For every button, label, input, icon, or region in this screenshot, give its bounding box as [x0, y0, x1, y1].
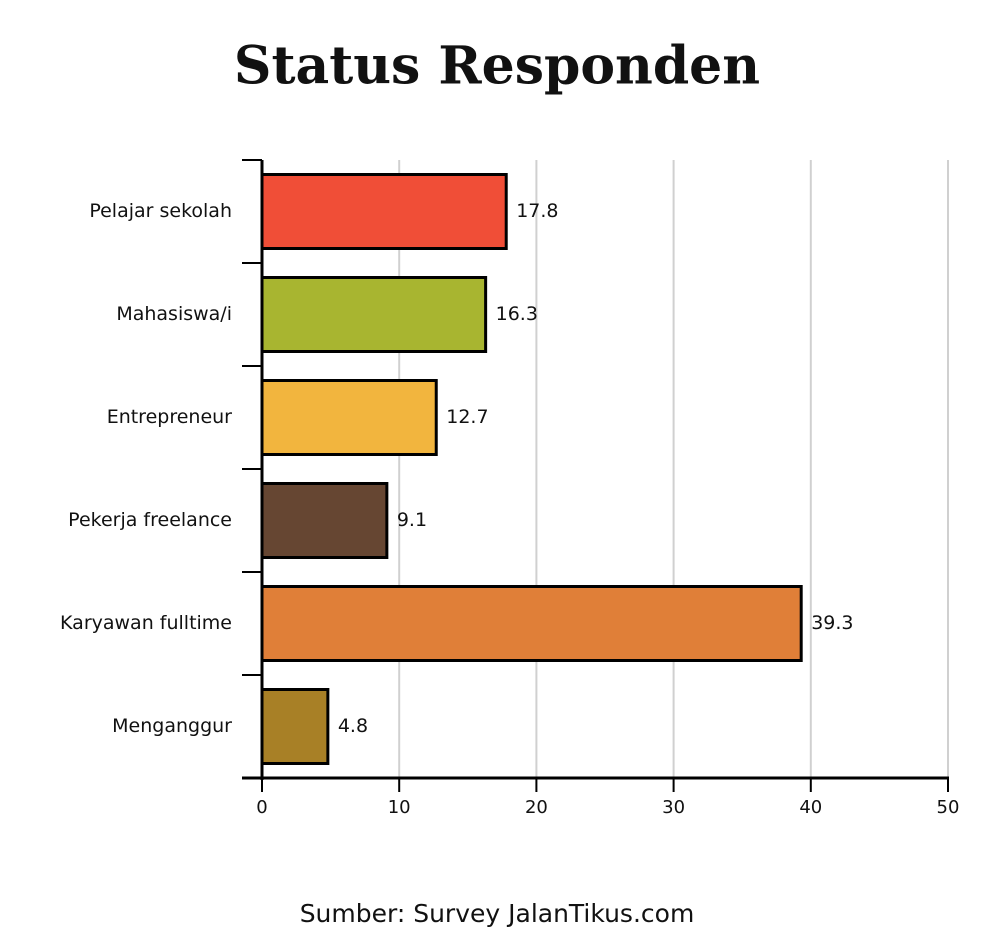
bar: [260, 276, 488, 353]
value-label: 4.8: [338, 715, 368, 737]
x-tick-label: 10: [388, 797, 411, 818]
y-tick-label: Pekerja freelance: [68, 509, 232, 531]
x-tick-label: 0: [256, 797, 267, 818]
bar: [260, 482, 389, 559]
bar: [260, 173, 508, 250]
y-tick-label: Menganggur: [112, 715, 232, 737]
y-tick-label: Pelajar sekolah: [89, 200, 232, 222]
value-label: 16.3: [496, 303, 538, 325]
bar: [260, 379, 438, 456]
value-label: 17.8: [516, 200, 558, 222]
x-tick-label: 40: [799, 797, 822, 818]
x-tick-label: 20: [525, 797, 548, 818]
x-tick-label: 30: [662, 797, 685, 818]
y-tick-label: Entrepreneur: [107, 406, 232, 428]
x-tick-label: 50: [937, 797, 960, 818]
chart-title: Status Responden: [234, 36, 760, 97]
bar: [260, 585, 803, 662]
y-tick-label: Karyawan fulltime: [60, 612, 232, 634]
y-tick-label: Mahasiswa/i: [116, 303, 232, 325]
value-label: 12.7: [446, 406, 488, 428]
value-label: 39.3: [811, 612, 853, 634]
source-note: Sumber: Survey JalanTikus.com: [300, 899, 695, 928]
value-label: 9.1: [397, 509, 427, 531]
bar: [260, 688, 330, 765]
